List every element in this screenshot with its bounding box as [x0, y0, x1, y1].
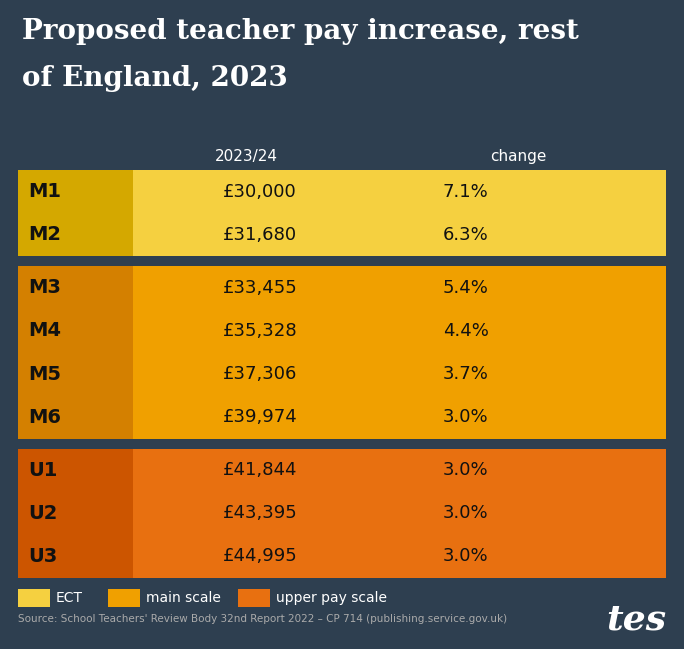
Text: £41,844: £41,844: [223, 461, 298, 479]
Text: M4: M4: [28, 321, 61, 340]
Bar: [18, 589, 50, 607]
Text: £35,328: £35,328: [223, 322, 298, 340]
Bar: [108, 589, 140, 607]
Text: £31,680: £31,680: [223, 226, 297, 243]
Text: 3.0%: 3.0%: [443, 504, 488, 522]
Text: main scale: main scale: [146, 591, 221, 605]
Text: 5.4%: 5.4%: [443, 279, 489, 297]
Text: M5: M5: [28, 365, 61, 384]
Text: U3: U3: [28, 547, 57, 566]
Text: of England, 2023: of England, 2023: [22, 65, 288, 92]
Text: 3.0%: 3.0%: [443, 408, 488, 426]
Text: £44,995: £44,995: [223, 548, 298, 565]
Text: 3.7%: 3.7%: [443, 365, 489, 383]
Text: 4.4%: 4.4%: [443, 322, 489, 340]
Bar: [18, 448, 133, 578]
Text: tes: tes: [606, 602, 666, 636]
Bar: [133, 170, 666, 256]
Text: M2: M2: [28, 225, 61, 244]
Text: 6.3%: 6.3%: [443, 226, 489, 243]
Text: upper pay scale: upper pay scale: [276, 591, 387, 605]
Text: £30,000: £30,000: [223, 182, 297, 201]
Bar: [238, 589, 270, 607]
Text: 2023/24: 2023/24: [215, 149, 278, 164]
Text: U2: U2: [28, 504, 57, 523]
Bar: [133, 448, 666, 578]
Text: Proposed teacher pay increase, rest: Proposed teacher pay increase, rest: [22, 18, 579, 45]
Text: £33,455: £33,455: [223, 279, 298, 297]
Text: £43,395: £43,395: [223, 504, 298, 522]
Text: 3.0%: 3.0%: [443, 548, 488, 565]
Text: M3: M3: [28, 278, 61, 297]
Text: ECT: ECT: [56, 591, 83, 605]
Bar: [18, 266, 133, 439]
Text: Source: School Teachers' Review Body 32nd Report 2022 – CP 714 (publishing.servi: Source: School Teachers' Review Body 32n…: [18, 614, 507, 624]
Text: £39,974: £39,974: [223, 408, 298, 426]
Text: U1: U1: [28, 461, 57, 480]
Text: 3.0%: 3.0%: [443, 461, 488, 479]
Text: M6: M6: [28, 408, 61, 426]
Bar: [18, 170, 133, 256]
Bar: [133, 266, 666, 439]
Text: £37,306: £37,306: [223, 365, 298, 383]
Text: change: change: [490, 149, 547, 164]
Text: 7.1%: 7.1%: [443, 182, 489, 201]
Text: M1: M1: [28, 182, 61, 201]
